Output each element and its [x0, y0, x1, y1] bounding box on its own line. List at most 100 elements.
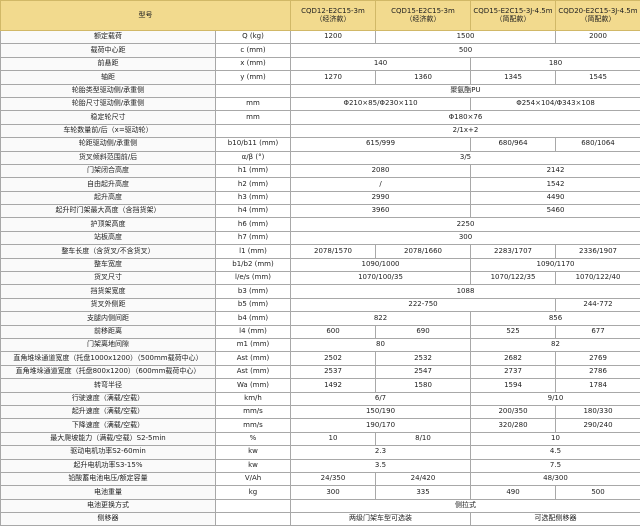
spec-value: 2737: [470, 364, 556, 380]
row-unit: Wa (mm): [215, 378, 291, 393]
row-label: 直角堆垛通道宽度（托盘1000x1200）（500mm载荷中心）: [0, 351, 216, 366]
spec-row: 货叉尺寸 l/e/s (mm) 1070/100/35 1070/122/35 1070…: [0, 271, 640, 286]
row-unit: mm/s: [215, 404, 291, 420]
row-unit: [215, 123, 291, 139]
spec-row: 电池更换方式 侧拉式: [0, 498, 640, 514]
model-header: CQD20-E2C15-3J-4.5m （简配款）: [555, 0, 640, 31]
spec-value: 侧拉式: [290, 498, 640, 514]
model-note: （经济款）: [315, 14, 351, 23]
row-label: 货叉外侧距: [0, 297, 216, 313]
spec-value: 1070/100/35: [290, 271, 471, 286]
row-label: 前悬距: [0, 56, 216, 72]
row-label: 驱动电机功率S2-60min: [0, 445, 216, 460]
spec-row: 护顶架高度 h6 (mm) 2250: [0, 217, 640, 232]
spec-value: 7.5: [470, 458, 640, 473]
row-unit: kw: [215, 458, 291, 473]
spec-row: 起升时门架最大高度（含挡货架） h4 (mm) 3960 5460: [0, 204, 640, 219]
row-unit: h6 (mm): [215, 217, 291, 232]
spec-row: 侧移器 两级门架车型可选装 可选配侧移器: [0, 512, 640, 526]
row-unit: %: [215, 431, 291, 447]
spec-value: 2786: [555, 364, 640, 380]
spec-row: 整车宽度 b1/b2 (mm) 1090/1000 1090/1170: [0, 257, 640, 273]
spec-value: 1542: [470, 177, 640, 192]
model-header: CQD15-E2C15-3J-4.5m （简配款）: [470, 0, 556, 31]
row-unit: Ast (mm): [215, 364, 291, 380]
spec-value: 可选配侧移器: [470, 512, 640, 526]
row-label: 直角堆垛通道宽度（托盘800x1200）（600mm载荷中心）: [0, 364, 216, 380]
row-label: 行驶速度（满载/空载）: [0, 391, 216, 406]
row-unit: b1/b2 (mm): [215, 257, 291, 273]
spec-value: 690: [375, 324, 471, 339]
row-unit: h7 (mm): [215, 230, 291, 246]
spec-row: 支腿内侧间距 b4 (mm) 822 856: [0, 311, 640, 326]
row-unit: h3 (mm): [215, 190, 291, 206]
row-unit: l/e/s (mm): [215, 271, 291, 286]
row-label: 起升时门架最大高度（含挡货架）: [0, 204, 216, 219]
spec-row: 前悬距 x (mm) 140 180: [0, 56, 640, 72]
spec-value: 2547: [375, 364, 471, 380]
spec-value: 2502: [290, 351, 376, 366]
row-unit: mm: [215, 96, 291, 112]
spec-row: 最大爬坡能力（满载/空载）S2-5min% 10 8/10 10: [0, 431, 640, 447]
spec-row: 货叉倾斜范围前/后 α/β (°) 3/5: [0, 150, 640, 165]
row-label: 整车长度（含货叉/不含货叉）: [0, 244, 216, 259]
row-label: 整车宽度: [0, 257, 216, 273]
spec-value: 6/7: [290, 391, 471, 406]
row-label: 货叉尺寸: [0, 271, 216, 286]
spec-row: 站板高度 h7 (mm) 300: [0, 230, 640, 246]
spec-value: 80: [290, 337, 471, 353]
spec-value: 300: [290, 230, 640, 246]
spec-value: 24/420: [375, 471, 471, 487]
spec-value: 4490: [470, 190, 640, 206]
spec-value: 2000: [555, 29, 640, 45]
row-unit: b5 (mm): [215, 297, 291, 313]
spec-value: 48/300: [470, 471, 640, 487]
spec-value: 2283/1707: [470, 244, 556, 259]
row-label: 额定载荷: [0, 29, 216, 45]
row-label: 自由起升高度: [0, 177, 216, 192]
spec-value: 680/964: [470, 137, 556, 152]
spec-value: 1070/122/35: [470, 271, 556, 286]
spec-row: 起升电机功率S3-15% kw 3.5 7.5: [0, 458, 640, 473]
spec-value: 82: [470, 337, 640, 353]
row-label: 挡货架宽度: [0, 284, 216, 299]
spec-value: 677: [555, 324, 640, 339]
spec-row: 直角堆垛通道宽度（托盘1000x1200）（500mm载荷中心） Ast (mm)…: [0, 351, 640, 366]
spec-value: 140: [290, 56, 471, 72]
row-label: 转弯半径: [0, 378, 216, 393]
spec-value: 1500: [375, 29, 556, 45]
spec-row: 起升速度（满载/空载） mm/s 150/190 200/350 180/330: [0, 404, 640, 420]
row-unit: km/h: [215, 391, 291, 406]
spec-value: Φ210×85/Φ230×110: [290, 96, 471, 112]
spec-value: 1545: [555, 70, 640, 85]
model-note: （简配款）: [580, 14, 616, 23]
spec-row: 轴距 y (mm) 1270 1360 1345 1545: [0, 70, 640, 85]
row-unit: α/β (°): [215, 150, 291, 165]
spec-value: 5460: [470, 204, 640, 219]
spec-value: Φ180×76: [290, 110, 640, 125]
row-unit: kw: [215, 445, 291, 460]
spec-row: 稳定轮尺寸 mm Φ180×76: [0, 110, 640, 125]
spec-value: 490: [470, 485, 556, 500]
row-unit: h4 (mm): [215, 204, 291, 219]
spec-value: 2537: [290, 364, 376, 380]
row-label: 侧移器: [0, 512, 216, 526]
spec-value: 822: [290, 311, 471, 326]
spec-row: 电池重量 kg 300 335 490 500: [0, 485, 640, 500]
row-unit: mm: [215, 110, 291, 125]
spec-value: 525: [470, 324, 556, 339]
row-label: 站板高度: [0, 230, 216, 246]
header-label: 型号: [0, 0, 291, 31]
row-label: 铅酸蓄电池电压/额定容量: [0, 471, 216, 487]
spec-row: 货叉外侧距 b5 (mm) 222-750 244-772: [0, 297, 640, 313]
model-name: CQD15-E2C15-3J-4.5m: [473, 6, 553, 15]
model-note: （简配款）: [495, 14, 531, 23]
row-unit: [215, 83, 291, 98]
spec-value: 1784: [555, 378, 640, 393]
header-row: 型号 CQD12-E2C15-3m （经济款） CQD15-E2C15-3m （经济款…: [0, 0, 640, 31]
row-label: 稳定轮尺寸: [0, 110, 216, 125]
row-unit: V/Ah: [215, 471, 291, 487]
spec-row: 门架闭合高度 h1 (mm) 2080 2142: [0, 163, 640, 179]
spec-value: 290/240: [555, 418, 640, 433]
